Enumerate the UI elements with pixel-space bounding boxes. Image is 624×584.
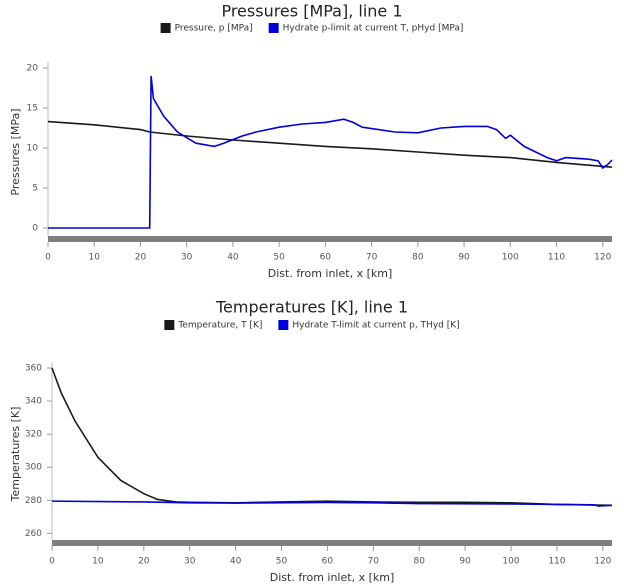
legend-label: Hydrate p-limit at current T, pHyd [MPa] [283,24,464,34]
x-tick-label: 60 [322,557,334,567]
x-tick-label: 50 [273,253,285,263]
chart-title: Pressures [MPa], line 1 [221,2,402,21]
x-tick-label: 40 [230,557,242,567]
y-tick-label: 320 [25,430,42,440]
series-line [48,75,613,229]
x-tick-label: 70 [368,557,380,567]
legend-label: Hydrate T-limit at current p, THyd [K] [292,321,459,331]
x-scroll-band [52,540,612,546]
y-tick-label: 280 [25,496,42,506]
y-axis-label: Temperatures [K] [9,407,22,503]
x-axis-label: Dist. from inlet, x [km] [268,267,393,280]
x-tick-label: 10 [89,253,101,263]
chart-title: Temperatures [K], line 1 [215,298,408,317]
x-tick-label: 0 [49,557,55,567]
x-tick-label: 90 [458,253,470,263]
series-line [51,500,613,507]
x-tick-label: 20 [135,253,147,263]
legend-label: Temperature, T [K] [177,321,262,331]
y-tick-label: 10 [27,144,39,154]
legend-swatch [268,23,279,33]
y-tick-label: 260 [25,529,42,539]
y-tick-label: 300 [25,463,42,473]
legend-swatch [160,23,171,33]
x-tick-label: 60 [320,253,332,263]
legend-label: Pressure, p [MPa] [175,24,253,34]
x-tick-label: 110 [548,253,565,263]
x-tick-label: 110 [548,557,565,567]
x-tick-label: 20 [138,557,150,567]
y-tick-label: 0 [32,224,38,234]
x-tick-label: 0 [45,253,51,263]
legend: Temperature, T [K] Hydrate T-limit at cur… [164,320,460,331]
series-line [51,367,613,507]
x-tick-label: 70 [366,253,378,263]
x-tick-label: 30 [181,253,193,263]
x-tick-label: 40 [227,253,239,263]
x-tick-label: 120 [594,253,611,263]
legend-swatch [278,320,289,330]
x-tick-label: 120 [594,557,611,567]
y-tick-label: 340 [25,397,42,407]
x-axis-label: Dist. from inlet, x [km] [270,571,395,584]
x-tick-label: 30 [184,557,196,567]
y-tick-label: 20 [27,64,39,74]
x-tick-label: 100 [502,253,519,263]
x-tick-label: 10 [92,557,104,567]
x-tick-label: 80 [413,557,425,567]
x-tick-label: 90 [459,557,471,567]
x-scroll-band [48,236,612,242]
legend-swatch [164,320,175,330]
y-tick-label: 5 [32,184,38,194]
x-tick-label: 80 [412,253,424,263]
legend: Pressure, p [MPa] Hydrate p-limit at curr… [160,23,464,34]
x-tick-label: 100 [502,557,519,567]
series-line [47,120,613,168]
x-tick-label: 50 [276,557,288,567]
y-tick-label: 15 [27,104,38,114]
y-axis-label: Pressures [MPa] [9,108,22,195]
y-tick-label: 360 [25,364,42,374]
